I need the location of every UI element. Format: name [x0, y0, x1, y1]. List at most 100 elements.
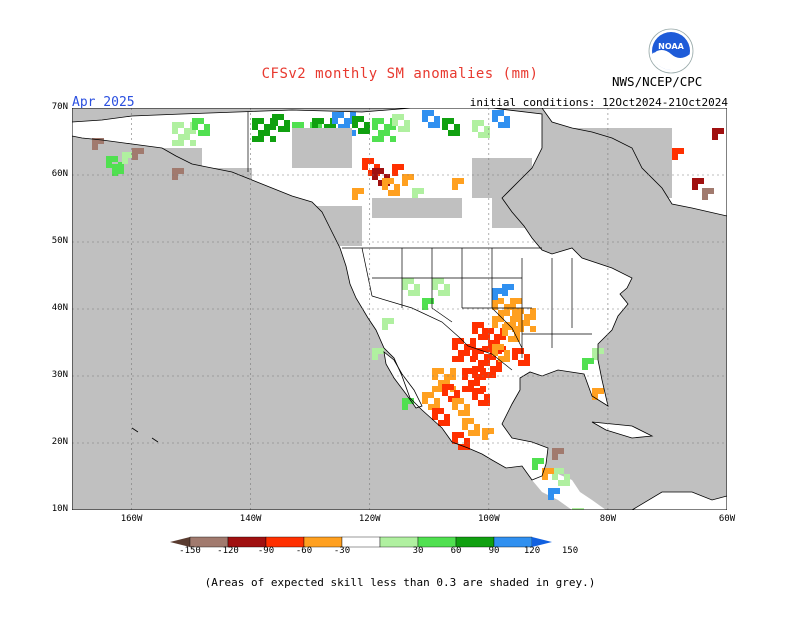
anomaly-cell — [472, 394, 478, 400]
anomaly-cell — [718, 128, 724, 134]
anomaly-cell — [378, 348, 384, 354]
anomaly-cell — [484, 354, 490, 360]
anomaly-cell — [564, 474, 570, 480]
anomaly-cell — [138, 148, 144, 154]
anomaly-cell — [390, 124, 396, 130]
anomaly-cell — [504, 116, 510, 122]
anomaly-cell — [464, 350, 470, 356]
anomaly-cell — [374, 164, 380, 170]
anomaly-cell — [518, 348, 524, 354]
anomaly-cell — [252, 124, 258, 130]
anomaly-cell — [316, 122, 322, 128]
anomaly-cell — [368, 170, 374, 176]
anomaly-cell — [516, 316, 522, 322]
anomaly-cell — [484, 372, 490, 378]
anomaly-cell — [192, 124, 198, 130]
anomaly-cell — [112, 156, 118, 162]
anomaly-cell — [422, 116, 428, 122]
anomaly-cell — [184, 134, 190, 140]
anomaly-cell — [192, 118, 198, 124]
anomaly-cell — [478, 120, 484, 126]
anomaly-cell — [422, 110, 428, 116]
anomaly-cell — [554, 488, 560, 494]
agency-label: NWS/NCEP/CPC — [612, 74, 703, 89]
anomaly-cell — [422, 298, 428, 304]
anomaly-cell — [432, 368, 438, 374]
anomaly-cell — [428, 110, 434, 116]
anomaly-cell — [172, 168, 178, 174]
anomaly-cell — [448, 396, 454, 402]
anomaly-cell — [172, 174, 178, 180]
anomaly-cell — [422, 398, 428, 404]
anomaly-cell — [458, 338, 464, 344]
anomaly-cell — [542, 474, 548, 480]
anomaly-cell — [442, 390, 448, 396]
anomaly-cell — [490, 354, 496, 360]
anomaly-cell — [298, 122, 304, 128]
anomaly-cell — [118, 168, 124, 174]
anomaly-cell — [472, 366, 478, 372]
anomaly-cell — [412, 188, 418, 194]
anomaly-cell — [458, 432, 464, 438]
anomaly-cell — [172, 140, 178, 146]
anomaly-cell — [284, 126, 290, 132]
anomaly-cell — [388, 318, 394, 324]
anomaly-cell — [372, 348, 378, 354]
anomaly-cell — [464, 410, 470, 416]
anomaly-cell — [414, 284, 420, 290]
anomaly-cell — [468, 380, 474, 386]
anomaly-cell — [514, 330, 520, 336]
anomaly-cell — [500, 334, 506, 340]
anomaly-cell — [484, 394, 490, 400]
anomaly-cell — [330, 124, 336, 130]
anomaly-cell — [548, 488, 554, 494]
anomaly-cell — [454, 130, 460, 136]
anomaly-cell — [512, 326, 518, 332]
anomaly-cell — [318, 118, 324, 124]
anomaly-cell — [496, 360, 502, 366]
anomaly-cell — [452, 344, 458, 350]
anomaly-cell — [190, 140, 196, 146]
anomaly-cell — [428, 392, 434, 398]
anomaly-cell — [352, 122, 358, 128]
anomaly-cell — [552, 448, 558, 454]
anomaly-cell — [390, 136, 396, 142]
anomaly-cell — [452, 178, 458, 184]
anomaly-cell — [478, 360, 484, 366]
anomaly-cell — [444, 284, 450, 290]
anomaly-cell — [444, 380, 450, 386]
anomaly-cell — [204, 124, 210, 130]
anomaly-cell — [292, 122, 298, 128]
anomaly-cell — [408, 174, 414, 180]
anomaly-cell — [478, 388, 484, 394]
anomaly-cell — [482, 328, 488, 334]
anomaly-cell — [178, 140, 184, 146]
colorbar-label: -120 — [217, 546, 239, 556]
anomaly-cell — [478, 400, 484, 406]
anomaly-cell — [398, 126, 404, 132]
anomaly-cell — [462, 368, 468, 374]
anomaly-cell — [512, 308, 518, 314]
anomaly-cell — [472, 354, 478, 360]
anomaly-cell — [264, 130, 270, 136]
anomaly-cell — [492, 298, 498, 304]
anomaly-cell — [512, 354, 518, 360]
anomaly-cell — [332, 118, 338, 124]
anomaly-cell — [514, 336, 520, 342]
colorbar-left-arrow — [170, 537, 190, 547]
anomaly-cell — [324, 124, 330, 130]
anomaly-cell — [272, 120, 278, 126]
anomaly-cell — [518, 326, 524, 332]
anomaly-cell — [190, 128, 196, 134]
anomaly-cell — [422, 392, 428, 398]
anomaly-cell — [92, 144, 98, 150]
anomaly-cell — [712, 128, 718, 134]
anomaly-cell — [184, 128, 190, 134]
anomaly-cell — [252, 118, 258, 124]
anomaly-cell — [472, 322, 478, 328]
anomaly-cell — [524, 360, 530, 366]
anomaly-cell — [582, 358, 588, 364]
footnote: (Areas of expected skill less than 0.3 a… — [204, 576, 596, 589]
anomaly-cell — [504, 350, 510, 356]
colorbar-label: 90 — [488, 546, 500, 556]
